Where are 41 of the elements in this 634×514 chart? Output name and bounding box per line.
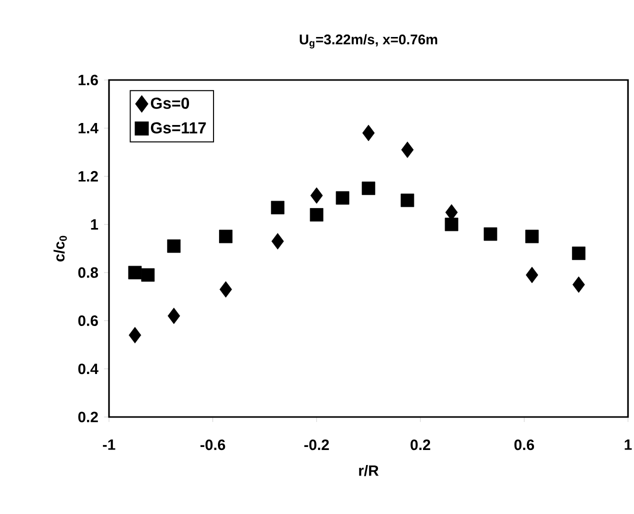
point: [219, 230, 232, 244]
point: [362, 182, 376, 196]
y-tick-label: 1: [91, 219, 98, 230]
x-tick-label: -0.6: [200, 440, 226, 450]
x-tick-label: -0.2: [304, 440, 329, 450]
point: [310, 208, 324, 222]
point: [572, 276, 585, 293]
legend-label: Gs=117: [150, 122, 206, 134]
point: [525, 230, 539, 244]
y-tick-label: 0.8: [78, 267, 98, 278]
point: [141, 268, 155, 282]
y-tick-label: 0.2: [78, 412, 98, 422]
point: [572, 246, 586, 260]
point: [128, 326, 142, 344]
y-tick-label: 1.2: [78, 171, 98, 182]
point: [270, 200, 284, 214]
x-tick-label: 1: [624, 440, 632, 450]
point: [271, 233, 284, 250]
legend-label: Gs=0: [150, 98, 190, 109]
point: [484, 227, 498, 241]
point: [362, 124, 375, 142]
y-tick-label: 1.4: [78, 123, 98, 134]
point: [168, 308, 180, 324]
x-tick-label: -1: [102, 440, 116, 450]
x-axis-title: r/R: [359, 464, 379, 476]
point: [526, 266, 538, 284]
y-axis-title: c/c$_{0}$: [54, 236, 67, 262]
point: [310, 187, 323, 204]
point: [167, 239, 181, 253]
x-tick-label: 0.6: [514, 440, 534, 450]
y-tick-label: 1.6: [78, 74, 98, 86]
point: [220, 281, 232, 298]
y-tick-label: 0.6: [78, 315, 98, 326]
point: [401, 142, 414, 158]
y-tick-label: 0.4: [78, 364, 98, 374]
point: [400, 194, 414, 208]
point: [128, 266, 142, 280]
point: [336, 191, 350, 205]
x-tick-label: 0.2: [410, 440, 430, 450]
point: [444, 218, 458, 232]
chart-title: U$_{g}$=3.22m/s, x=0.76m: [300, 34, 438, 48]
